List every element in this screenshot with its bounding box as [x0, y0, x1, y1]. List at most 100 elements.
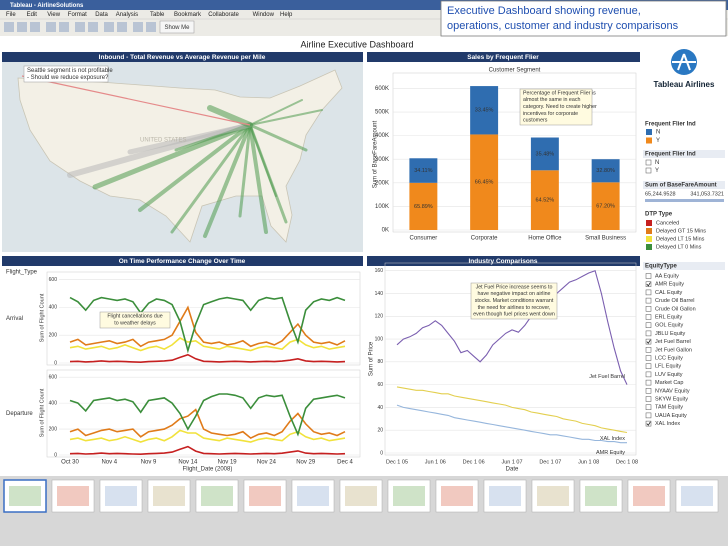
plot-frame [46, 369, 361, 458]
segment-label: 32.80% [596, 168, 615, 174]
checkbox[interactable] [645, 322, 652, 328]
filter-label: CAL Equity [655, 290, 683, 296]
checkbox[interactable] [645, 297, 652, 304]
legend-swatch [646, 244, 652, 250]
menu-item[interactable]: Bookmark [174, 12, 202, 18]
checkbox[interactable] [645, 404, 652, 410]
filter-label: LFL Equity [655, 364, 681, 370]
thumbnail-content [57, 486, 89, 506]
thumbnail-content [585, 486, 617, 506]
y-axis-label: Sum of BaseFareAmount [373, 120, 379, 188]
checkbox[interactable] [645, 388, 652, 394]
checkbox[interactable] [645, 420, 652, 427]
y-axis-label: Sum of Price [369, 341, 375, 376]
x-tick-label: Small Business [585, 236, 626, 242]
filter-label: Market Cap [655, 380, 683, 386]
annotation: category. Need to create higher [523, 104, 597, 110]
checkbox[interactable] [645, 396, 652, 402]
menu-item[interactable]: Help [280, 12, 293, 18]
segment-label: 64.52% [536, 198, 555, 204]
checkbox[interactable] [645, 371, 652, 378]
legend-swatch [646, 129, 652, 135]
checkbox[interactable] [645, 412, 652, 419]
data-line [69, 393, 346, 437]
x-tick-label: Nov 19 [218, 460, 238, 466]
checkbox[interactable] [645, 363, 652, 369]
filter-label: Crude Oil Gallon [655, 306, 696, 312]
checkbox[interactable] [645, 167, 652, 174]
menu-item[interactable]: View [47, 12, 61, 18]
subtitle: Customer Segment [489, 68, 541, 74]
data-line [69, 408, 346, 440]
y-tick-label: 600 [49, 375, 58, 381]
filter-label: GOL Equity [655, 323, 683, 329]
annotation: - Should we reduce exposure? [27, 75, 109, 81]
series-label: Jet Fuel Barrel [589, 374, 625, 380]
data-line [69, 445, 346, 456]
segment-label: 66.45% [475, 180, 494, 186]
bar-segment [409, 158, 438, 183]
annotation: customers [523, 118, 548, 124]
y-tick-label: 20 [377, 428, 383, 434]
y-tick-label: 200 [49, 426, 58, 432]
checkbox[interactable] [645, 281, 652, 287]
bar-segment [530, 170, 559, 230]
checkbox[interactable] [645, 330, 652, 337]
menu-item[interactable]: Window [253, 12, 275, 18]
x-tick-label: Jun 1 06 [425, 459, 446, 465]
legend-swatch [646, 137, 652, 144]
checkbox[interactable] [645, 379, 652, 386]
checkbox[interactable] [645, 306, 652, 312]
thumbnail-content [153, 486, 185, 506]
checkbox[interactable] [645, 355, 652, 361]
slider[interactable] [645, 199, 724, 202]
y-tick-label: 200K [375, 180, 389, 186]
menu-item[interactable]: Collaborate [208, 12, 239, 18]
title-bar [0, 0, 728, 10]
plot-frame [46, 271, 361, 366]
checkbox[interactable] [645, 289, 652, 296]
y-tick-label: 300K [375, 157, 389, 163]
window-title: Tableau - AirlineSolutions [10, 3, 84, 9]
checkbox[interactable] [645, 347, 652, 353]
x-tick-label: Oct 30 [61, 460, 79, 466]
menu-item[interactable]: Table [150, 12, 165, 18]
data-line [396, 269, 628, 385]
panel-header [2, 256, 363, 266]
legend-label: Delayed GT 15 Mins [656, 228, 706, 234]
menu-item[interactable]: Analysis [116, 12, 138, 18]
y-tick-label: 0 [54, 452, 57, 458]
checkbox[interactable] [645, 159, 652, 166]
filter-label: Y [655, 168, 659, 174]
filter-label: JBLU Equity [655, 331, 686, 337]
callout-text: Executive Dashboard showing revenue, [447, 5, 641, 17]
menu-item[interactable]: Format [68, 12, 87, 18]
menu-item[interactable]: Data [95, 12, 108, 18]
y-tick-label: 60 [377, 382, 383, 388]
data-line [69, 337, 346, 352]
checkbox[interactable] [645, 273, 652, 279]
checkbox[interactable] [645, 314, 652, 320]
show-me-button[interactable] [159, 20, 195, 34]
filter-label: UAUA Equity [655, 413, 687, 419]
bar-segment [591, 182, 620, 230]
menu-item[interactable]: File [6, 12, 16, 18]
legend-swatch [646, 220, 652, 226]
filter-label: NYAAV Equity [655, 388, 690, 394]
bar-segment [530, 137, 559, 171]
panel-header [367, 256, 640, 266]
filter-header [643, 150, 725, 158]
range-min: 65,244.9528 [645, 191, 676, 197]
filter-title: Frequent Flier Ind [645, 152, 696, 158]
y-axis-label: Sum of Flight Count [39, 388, 45, 437]
y-tick-label: 0 [54, 360, 57, 366]
checkbox[interactable] [645, 338, 652, 345]
x-tick-label: Dec 1 08 [616, 459, 638, 465]
x-tick-label: Nov 14 [178, 460, 198, 466]
menu-item[interactable]: Edit [27, 12, 38, 18]
thumbnail-content [681, 486, 713, 506]
thumbnail-content [537, 486, 569, 506]
y-tick-label: 100 [375, 336, 384, 342]
x-tick-label: Consumer [410, 236, 438, 242]
